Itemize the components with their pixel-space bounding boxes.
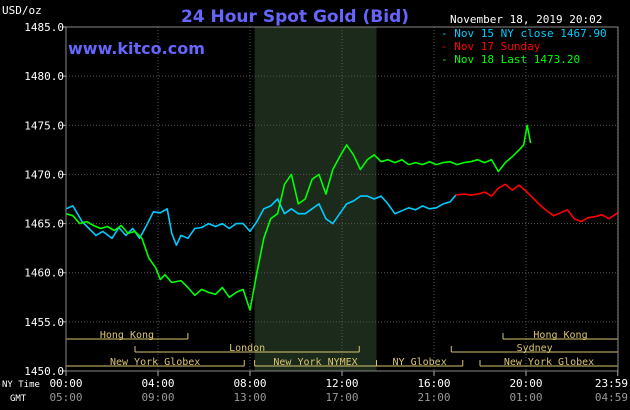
y-tick-label: 1455.0: [24, 316, 64, 329]
legend-entry: - Nov 17 Sunday: [441, 40, 541, 53]
session-label: NY Globex: [393, 357, 447, 368]
ny-time-tick-label: 04:00: [141, 377, 174, 390]
legend-entry: - Nov 18 Last 1473.20: [441, 53, 580, 66]
y-tick-label: 1465.0: [24, 218, 64, 231]
legend-entry: - Nov 15 NY close 1467.90: [441, 27, 607, 40]
series-line: [455, 183, 619, 223]
session-label: New York Globex: [110, 357, 200, 368]
session-label: London: [229, 343, 265, 354]
legend: - Nov 15 NY close 1467.90 - Nov 17 Sunda…: [441, 27, 607, 66]
ny-time-tick-label: 08:00: [233, 377, 266, 390]
gmt-tick-label: 09:00: [141, 391, 174, 404]
series-line: [65, 124, 532, 311]
gmt-tick-label: 13:00: [233, 391, 266, 404]
y-tick-label: 1475.0: [24, 119, 64, 132]
ny-time-tick-label: 23:59: [595, 377, 628, 390]
y-tick-label: 1485.0: [24, 21, 64, 34]
session-label: Hong Kong: [100, 330, 154, 341]
y-tick-label: 1460.0: [24, 267, 64, 280]
session-label: Hong Kong: [533, 330, 587, 341]
session-label: New York Globex: [504, 357, 594, 368]
gmt-tick-label: 05:00: [49, 391, 82, 404]
y-unit-label: USD/oz: [2, 4, 42, 17]
session-label: Sydney: [517, 343, 553, 354]
ny-time-row-label: NY Time: [2, 380, 40, 390]
gmt-row-label: GMT: [10, 394, 27, 404]
gmt-tick-label: 17:00: [325, 391, 358, 404]
y-tick-label: 1480.0: [24, 70, 64, 83]
session-label: New York NYMEX: [273, 357, 357, 368]
nymex-shaded-region: [254, 27, 377, 371]
gmt-tick-label: 04:59: [595, 391, 628, 404]
ny-time-tick-label: 12:00: [325, 377, 358, 390]
gmt-tick-label: 21:00: [417, 391, 450, 404]
date-label: November 18, 2019 20:02: [450, 13, 602, 26]
gmt-tick-label: 01:00: [509, 391, 542, 404]
brand-label: www.kitco.com: [68, 39, 205, 58]
y-tick-label: 1470.0: [24, 168, 64, 181]
y-tick-label: 1450.0: [24, 365, 64, 378]
ny-time-tick-label: 20:00: [509, 377, 542, 390]
ny-time-tick-label: 16:00: [417, 377, 450, 390]
ny-time-tick-label: 00:00: [49, 377, 82, 390]
chart-title: 24 Hour Spot Gold (Bid): [181, 7, 409, 27]
